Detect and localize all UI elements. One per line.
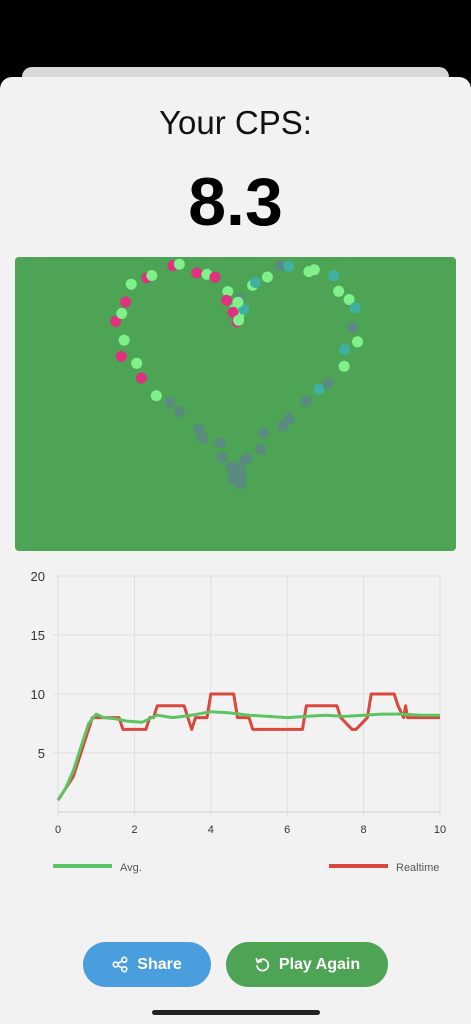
click-mark (116, 308, 128, 319)
click-mark (216, 452, 228, 464)
click-mark (120, 296, 132, 308)
legend-realtime-label: Realtime (396, 862, 439, 874)
home-indicator (152, 1010, 320, 1015)
click-mark (214, 437, 226, 449)
click-mark (257, 427, 269, 439)
click-mark (131, 357, 143, 369)
click-mark (308, 264, 320, 276)
play-again-button[interactable]: Play Again (226, 942, 388, 987)
click-mark (338, 360, 350, 372)
click-mark (125, 278, 137, 290)
series-realtime-line (56, 692, 440, 802)
click-mark (135, 372, 147, 384)
click-mark (235, 478, 246, 490)
chart-legend: Avg. Realtime (53, 862, 439, 874)
x-tick-label: 4 (208, 824, 214, 836)
click-mark (209, 271, 221, 283)
chart-lines (56, 692, 440, 802)
x-tick-label: 0 (55, 824, 61, 836)
click-mark (261, 271, 273, 283)
click-mark (349, 302, 361, 314)
click-mark (283, 413, 295, 425)
click-mark (313, 383, 325, 395)
click-area[interactable] (15, 257, 456, 551)
click-mark (339, 343, 351, 355)
click-mark (146, 270, 158, 281)
click-mark (110, 315, 122, 327)
click-mark (328, 270, 340, 282)
play-again-button-label: Play Again (278, 955, 361, 973)
click-mark (222, 286, 234, 297)
click-mark (150, 390, 162, 402)
restart-icon (255, 957, 269, 972)
click-mark (173, 258, 185, 270)
click-mark (174, 406, 186, 418)
click-mark (343, 294, 355, 305)
x-tick-label: 2 (131, 824, 137, 836)
legend-avg-label: Avg. (120, 862, 142, 874)
page-title: Your CPS: (159, 104, 312, 141)
chart-ticks: 0 2 4 6 8 10 5 10 15 20 (31, 569, 447, 836)
x-tick-label: 10 (434, 824, 446, 836)
click-mark (221, 294, 232, 306)
click-mark (352, 336, 363, 348)
click-mark (115, 350, 127, 362)
cps-score: 8.3 (188, 164, 283, 240)
share-button[interactable]: Share (83, 942, 211, 987)
x-tick-label: 8 (361, 824, 367, 836)
cps-chart: 0 2 4 6 8 10 5 10 15 20 Avg. Realtime (31, 569, 447, 874)
chart-grid (53, 575, 441, 817)
y-tick-label: 20 (31, 569, 45, 584)
click-mark (232, 296, 244, 308)
click-mark (238, 455, 250, 466)
click-mark (283, 260, 295, 272)
series-avg-line (56, 710, 440, 802)
click-mark (333, 285, 345, 297)
click-mark (164, 396, 176, 408)
y-tick-label: 5 (38, 746, 45, 761)
click-mark (197, 432, 209, 444)
y-tick-label: 10 (31, 687, 45, 702)
click-mark (191, 267, 203, 279)
click-marks-heart (110, 258, 363, 490)
share-icon (112, 956, 128, 973)
click-mark (347, 322, 359, 333)
y-tick-label: 15 (31, 628, 45, 643)
click-mark (193, 423, 205, 435)
click-mark (225, 461, 237, 473)
click-mark (322, 377, 334, 389)
x-tick-label: 6 (284, 824, 290, 836)
click-mark (300, 395, 312, 407)
click-mark (274, 260, 286, 272)
click-mark (233, 314, 245, 326)
click-mark (249, 277, 261, 289)
share-button-label: Share (137, 955, 182, 973)
click-mark (255, 443, 267, 455)
click-mark (277, 420, 288, 432)
click-mark (118, 334, 130, 346)
click-mark (227, 306, 239, 318)
